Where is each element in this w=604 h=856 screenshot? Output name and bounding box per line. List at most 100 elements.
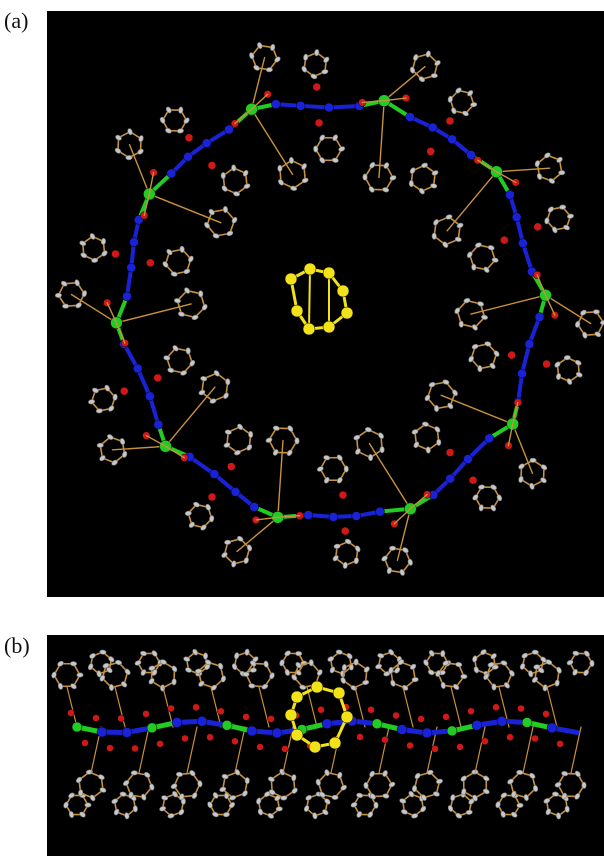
phenyl-carbon bbox=[552, 791, 559, 797]
outer-phenyl-carbon bbox=[462, 110, 469, 117]
outer-phenyl-carbon bbox=[122, 450, 128, 458]
panel-b-label: (b) bbox=[4, 633, 30, 658]
inner-phenyl-carbon bbox=[188, 255, 194, 263]
outer-phenyl-carbon bbox=[125, 155, 133, 161]
outer-phenyl-carbon bbox=[108, 405, 115, 412]
inner-phenyl-carbon bbox=[355, 448, 361, 455]
metal-atom bbox=[221, 720, 233, 731]
sulfur-atom bbox=[322, 266, 336, 280]
phenyl-carbon bbox=[411, 813, 419, 819]
phenyl-carbon bbox=[108, 684, 114, 691]
sulfur-atom bbox=[303, 262, 317, 276]
inner-phenyl-carbon bbox=[319, 134, 326, 142]
outer-phenyl-carbon bbox=[518, 475, 524, 483]
oxygen-atom bbox=[542, 359, 551, 369]
phenyl-carbon bbox=[303, 805, 310, 812]
outer-phenyl-carbon bbox=[183, 117, 190, 124]
phenyl-carbon bbox=[148, 678, 155, 685]
outer-phenyl-carbon bbox=[575, 320, 581, 328]
phenyl-carbon bbox=[234, 652, 240, 660]
outer-phenyl-carbon bbox=[178, 106, 184, 114]
phenyl-carbon bbox=[221, 773, 229, 780]
linker-bond bbox=[446, 171, 498, 232]
inner-phenyl-carbon bbox=[456, 222, 464, 229]
phenyl-carbon bbox=[482, 788, 490, 795]
outer-phenyl-carbon bbox=[200, 524, 207, 531]
inner-phenyl-carbon bbox=[200, 376, 208, 382]
metal-oxygen-bond bbox=[544, 294, 556, 316]
inner-phenyl-carbon bbox=[336, 454, 343, 461]
phenyl-carbon bbox=[134, 660, 142, 666]
inner-phenyl-carbon bbox=[286, 449, 293, 457]
inner-phenyl-carbon bbox=[454, 236, 462, 242]
phenyl-carbon bbox=[390, 679, 396, 687]
oxygen-atom bbox=[106, 744, 114, 752]
oxygen-atom bbox=[67, 709, 75, 717]
nitrogen-atom bbox=[129, 237, 139, 247]
inner-phenyl-carbon bbox=[248, 430, 254, 438]
linker-bond bbox=[522, 726, 534, 774]
linker-bond bbox=[66, 686, 78, 728]
linker-bond bbox=[368, 442, 412, 510]
outer-phenyl-carbon bbox=[54, 292, 62, 298]
inner-phenyl-carbon bbox=[272, 425, 280, 431]
backbone-bond bbox=[516, 371, 524, 405]
phenyl-carbon bbox=[115, 659, 123, 666]
phenyl-carbon bbox=[531, 649, 539, 655]
inner-phenyl-carbon bbox=[418, 188, 425, 195]
panel-a-label: (a) bbox=[4, 8, 29, 33]
nitrogen-atom bbox=[471, 720, 483, 731]
phenyl-carbon bbox=[99, 649, 107, 655]
phenyl-carbon bbox=[373, 801, 379, 809]
outer-phenyl-carbon bbox=[402, 547, 409, 554]
inner-phenyl-carbon bbox=[445, 214, 453, 220]
inner-phenyl-carbon bbox=[272, 449, 279, 456]
oxygen-atom bbox=[146, 258, 155, 268]
inner-phenyl-carbon bbox=[379, 446, 385, 454]
phenyl-carbon bbox=[219, 786, 227, 792]
linker-bond bbox=[383, 65, 426, 102]
phenyl-carbon bbox=[427, 669, 435, 676]
phenyl-carbon bbox=[420, 805, 427, 813]
linker-bond bbox=[70, 293, 118, 324]
phenyl-carbon bbox=[191, 792, 198, 799]
phenyl-carbon bbox=[250, 660, 257, 667]
inner-phenyl-carbon bbox=[231, 164, 237, 172]
linker-bond bbox=[378, 99, 385, 179]
phenyl-carbon bbox=[151, 650, 158, 657]
outer-phenyl-carbon bbox=[165, 106, 172, 114]
nitrogen-atom bbox=[295, 101, 306, 111]
phenyl-carbon bbox=[244, 648, 250, 656]
outer-phenyl-carbon bbox=[413, 54, 419, 61]
phenyl-carbon bbox=[68, 792, 75, 799]
oxygen-atom bbox=[492, 703, 500, 711]
inner-phenyl-carbon bbox=[430, 183, 438, 189]
phenyl-carbon bbox=[119, 791, 127, 797]
phenyl-carbon bbox=[516, 802, 524, 808]
backbone-bond bbox=[187, 454, 217, 477]
phenyl-carbon bbox=[122, 780, 130, 786]
phenyl-carbon bbox=[212, 792, 219, 799]
phenyl-carbon bbox=[507, 778, 514, 785]
nitrogen-atom bbox=[183, 151, 193, 162]
phenyl-carbon bbox=[257, 808, 264, 816]
inner-phenyl-carbon bbox=[408, 180, 414, 188]
linker-bond bbox=[450, 686, 462, 728]
metal-oxygen-bond bbox=[536, 274, 547, 296]
phenyl-carbon bbox=[350, 802, 358, 808]
phenyl-carbon bbox=[204, 659, 212, 666]
inner-phenyl-carbon bbox=[436, 438, 442, 446]
phenyl-carbon bbox=[583, 669, 589, 676]
phenyl-carbon bbox=[229, 795, 237, 801]
sulfur-atom bbox=[328, 736, 342, 750]
phenyl-carbon bbox=[412, 785, 418, 793]
inner-phenyl-carbon bbox=[301, 177, 309, 184]
phenyl-carbon bbox=[377, 653, 385, 659]
outer-phenyl-carbon bbox=[246, 544, 253, 552]
inner-phenyl-carbon bbox=[389, 175, 397, 181]
inner-phenyl-carbon bbox=[185, 347, 191, 355]
phenyl-carbon bbox=[510, 811, 518, 818]
metal-oxygen-bond bbox=[255, 516, 279, 521]
oxygen-atom bbox=[356, 733, 364, 741]
linker-bond bbox=[164, 386, 216, 447]
